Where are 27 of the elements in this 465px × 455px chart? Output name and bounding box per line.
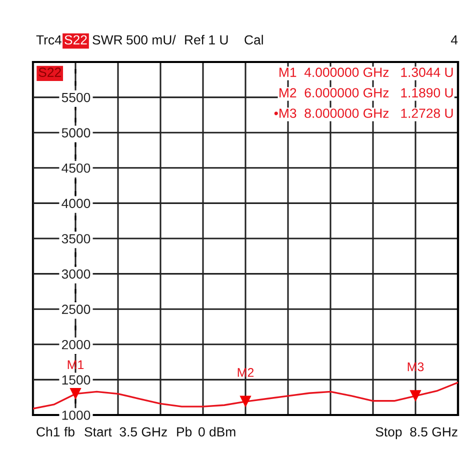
text: Ref 1 U: [185, 34, 228, 45]
annotation: S22: [38, 68, 61, 77]
text: Ch1: [36, 426, 60, 437]
text: fb: [64, 426, 74, 437]
text: Stop 8.5 GHz: [376, 427, 458, 440]
text: Start 3.5 GHz: [84, 427, 167, 437]
text: 0 dBm: [198, 426, 236, 437]
text: 500 mU/: [126, 34, 176, 45]
annotation: •M3 8.000000 GHz 1.2728 U: [274, 108, 453, 118]
y-tick-label: 1500: [62, 375, 90, 385]
y-tick-label: 3000: [62, 269, 90, 279]
y-tick-label: 2500: [62, 304, 90, 314]
y-tick-label: 2000: [62, 340, 90, 350]
text: SWR: [92, 35, 122, 45]
text: Pb: [177, 426, 192, 437]
y-tick-label: 4000: [62, 198, 90, 208]
y-tick-label: 5000: [62, 128, 90, 138]
text: 4: [450, 35, 458, 44]
annotation: M1 4.000000 GHz 1.3044 U: [280, 68, 453, 77]
y-tick-label: 5500: [62, 92, 90, 102]
y-tick-label: 1000: [62, 410, 90, 420]
y-tick-label: 4500: [62, 163, 90, 173]
text: S22: [64, 35, 87, 45]
text: Cal: [244, 34, 263, 45]
y-tick-label: 3500: [62, 234, 90, 244]
annotation: M2 6.000000 GHz 1.1890 U: [280, 88, 453, 98]
text: Trc4: [36, 35, 62, 45]
